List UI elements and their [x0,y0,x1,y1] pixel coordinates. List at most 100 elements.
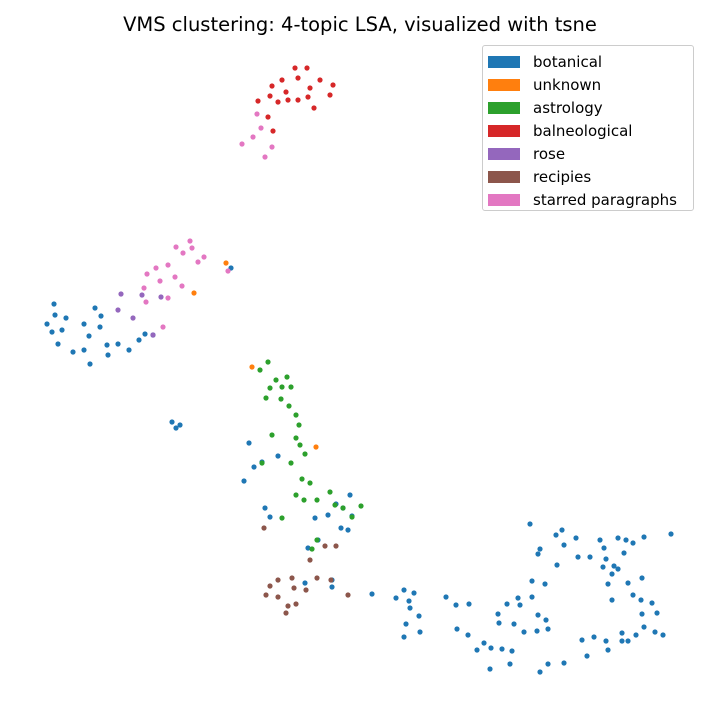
data-point [545,661,551,667]
legend-swatch [488,78,520,91]
data-point [575,554,581,560]
data-point [307,557,313,563]
data-point [369,591,375,597]
data-point [573,535,579,541]
data-point [246,440,252,446]
series-balneological [255,65,336,134]
data-point [587,554,593,560]
data-point [270,128,276,134]
data-point [136,337,142,343]
data-point [330,82,336,88]
data-point [249,364,255,370]
data-point [417,629,423,635]
data-point [630,540,636,546]
data-point [293,435,299,441]
data-point [625,580,631,586]
data-point [542,581,548,587]
data-point [173,425,179,431]
data-point [157,278,163,284]
data-point [638,597,644,603]
data-point [173,244,179,250]
series-unknown [191,260,319,450]
data-point [262,505,268,511]
data-point [332,502,338,508]
data-point [258,125,264,131]
data-point [511,621,517,627]
data-point [619,630,625,636]
data-point [261,525,267,531]
data-point [284,374,290,380]
data-point [293,492,299,498]
data-point [144,271,150,277]
data-point [633,632,639,638]
data-point [407,605,413,611]
legend-label: balneological [533,121,633,140]
data-point [177,422,183,428]
data-point [347,492,353,498]
data-point [488,645,494,651]
data-point [499,646,505,652]
data-point [285,97,291,103]
data-point [609,571,615,577]
data-point [309,546,315,552]
data-point [654,610,660,616]
data-point [169,419,175,425]
data-point [278,396,284,402]
data-point [584,653,590,659]
data-point [496,620,502,626]
data-point [269,83,275,89]
data-point [267,583,273,589]
legend-swatch [488,193,520,206]
data-point [521,629,527,635]
data-point [327,489,333,495]
data-point [118,291,124,297]
data-point [307,85,313,91]
data-point [507,661,513,667]
data-point [537,546,543,552]
data-point [189,245,195,251]
data-point [625,638,631,644]
data-point [609,597,615,603]
legend-label: astrology [533,98,603,117]
data-point [51,301,57,307]
data-point [285,603,291,609]
data-point [660,632,666,638]
data-point [322,543,328,549]
legend: botanical unknown astrology balneological ro… [482,45,694,211]
data-point [411,590,417,596]
data-point [105,352,111,358]
data-point [92,305,98,311]
data-point [191,290,197,296]
data-point [160,324,166,330]
data-point [517,602,523,608]
data-point [97,324,103,330]
data-point [454,626,460,632]
data-point [275,99,281,105]
data-point [401,634,407,640]
data-point [241,478,247,484]
data-point [561,542,567,548]
data-point [293,412,299,418]
data-point [314,575,320,581]
legend-entry: unknown [488,73,693,96]
data-point [325,512,331,518]
legend-label: unknown [533,75,602,94]
data-point [289,575,295,581]
data-point [535,612,541,618]
data-point [49,329,55,335]
data-point [291,585,297,591]
data-point [279,515,285,521]
legend-swatch [488,170,520,183]
data-point [403,621,409,627]
data-point [328,577,334,583]
data-point [251,464,257,470]
data-point [87,361,93,367]
data-point [201,254,207,260]
data-point [295,75,301,81]
data-point [652,629,658,635]
legend-swatch [488,147,520,160]
data-point [615,566,621,572]
data-point [265,114,271,120]
data-point [302,451,308,457]
